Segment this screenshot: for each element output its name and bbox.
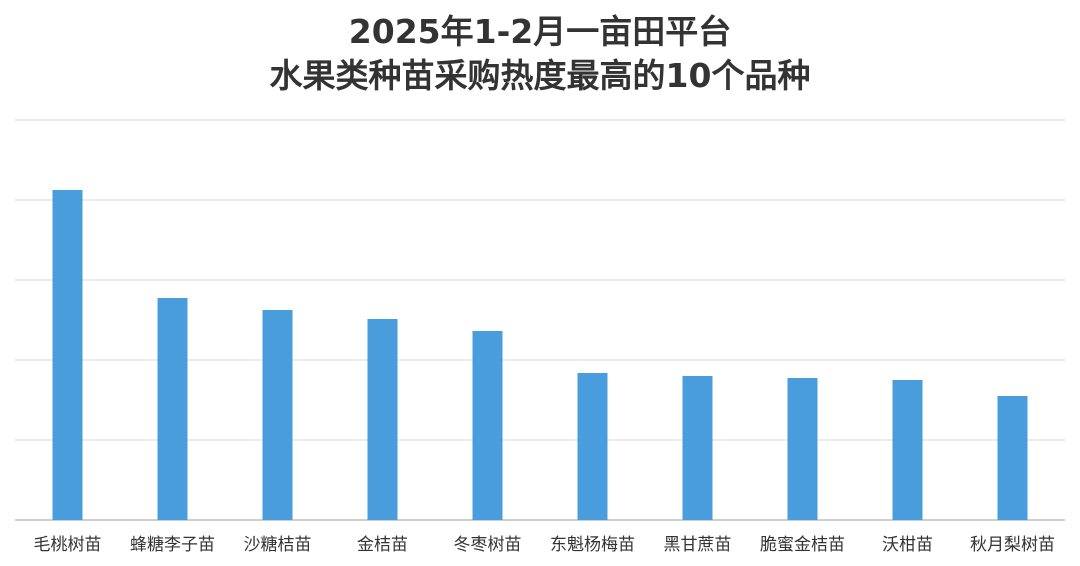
bar	[52, 190, 83, 520]
x-tick-label: 冬枣树苗	[454, 535, 522, 555]
bars	[52, 190, 1028, 520]
bar	[892, 380, 923, 520]
chart-title-line-2: 水果类种苗采购热度最高的10个品种	[269, 56, 811, 95]
x-tick-label: 秋月梨树苗	[970, 535, 1055, 555]
bar	[682, 376, 713, 520]
bar	[367, 319, 398, 520]
chart-title-line-1: 2025年1-2月一亩田平台	[348, 12, 732, 51]
bar	[262, 310, 293, 520]
bar	[787, 378, 818, 520]
x-tick-labels: 毛桃树苗 蜂糖李子苗 沙糖桔苗 金桔苗 冬枣树苗 东魁杨梅苗 黑甘蔗苗 脆蜜金桔苗 沃柑苗 秋月梨…	[34, 535, 1056, 555]
x-tick-label: 脆蜜金桔苗	[760, 535, 845, 555]
bar	[157, 298, 188, 520]
bar	[577, 373, 608, 520]
x-tick-label: 沃柑苗	[882, 535, 933, 555]
x-tick-label: 东魁杨梅苗	[550, 535, 635, 555]
gridlines	[15, 119, 1065, 521]
x-tick-label: 沙糖桔苗	[244, 535, 312, 555]
bar	[472, 331, 503, 520]
x-tick-label: 毛桃树苗	[34, 535, 102, 555]
x-tick-label: 蜂糖李子苗	[130, 535, 215, 555]
x-tick-label: 黑甘蔗苗	[664, 535, 732, 555]
bar	[997, 396, 1028, 520]
chart-title: 2025年1-2月一亩田平台 水果类种苗采购热度最高的10个品种	[0, 10, 1080, 98]
x-tick-label: 金桔苗	[357, 535, 408, 555]
